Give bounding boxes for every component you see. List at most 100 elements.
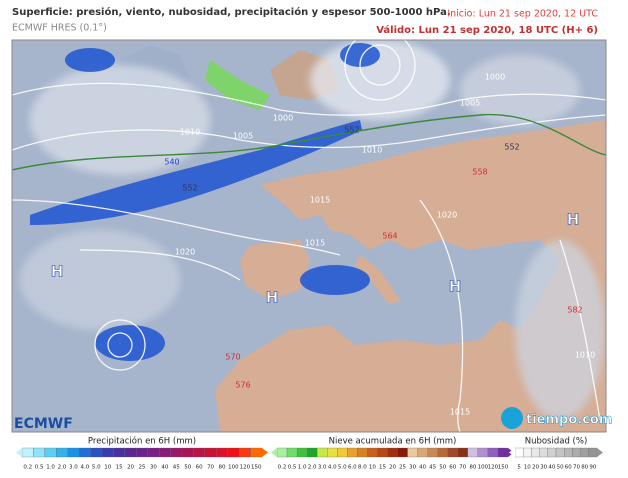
legend-title: Precipitación en 6H (mm): [88, 436, 196, 447]
legend-tick-label: 10: [104, 465, 111, 471]
legend-tick-label: 60: [196, 465, 203, 471]
legend-tick-label: 3.0: [69, 465, 78, 471]
legend-tick-label: 120: [240, 465, 251, 471]
contour-label: 1020: [437, 211, 457, 220]
contour-label: 540: [164, 158, 179, 167]
legend-tick-label: 0.2: [278, 465, 287, 471]
legend-swatch: [514, 447, 524, 458]
contour-label: 1010: [575, 351, 595, 360]
legend-swatch: [377, 447, 388, 458]
legend-swatch: [193, 447, 206, 458]
legend-arrow: [509, 448, 515, 457]
legend-arrow: [597, 448, 603, 457]
legend-tick-label: 60: [449, 465, 456, 471]
legend-swatch: [457, 447, 468, 458]
legend-swatch: [539, 447, 548, 458]
legend-tick-label: 15: [116, 465, 123, 471]
legend-swatch: [477, 447, 489, 458]
legend-swatch: [531, 447, 540, 458]
legend-swatch: [136, 447, 148, 458]
legend-swatch: [317, 447, 328, 458]
legend-swatch: [204, 447, 217, 458]
legend-swatch: [250, 447, 263, 458]
legend-swatch: [286, 447, 298, 458]
legend-swatch: [347, 447, 358, 458]
legend-swatch: [44, 447, 57, 458]
legend-swatch: [367, 447, 378, 458]
model: ECMWF HRES (0.1°): [12, 23, 107, 34]
legend-tick-label: 150: [498, 465, 509, 471]
legend-tick-label: 30: [409, 465, 416, 471]
pressure-center: H: [449, 278, 462, 296]
contour-label: 1000: [273, 114, 293, 123]
legend-tick-label: 25: [139, 465, 146, 471]
contour-label: 576: [235, 381, 250, 390]
legend-title: Nieve acumulada en 6H (mm): [329, 437, 457, 447]
pressure-center: H: [51, 263, 64, 281]
contour-label: 558: [472, 168, 487, 177]
legend-tick-label: 0.5: [35, 465, 44, 471]
contour-label: 552: [344, 126, 359, 135]
legend-tick-label: 50: [184, 465, 191, 471]
legend-swatch: [580, 447, 589, 458]
contour-label: 1020: [175, 248, 195, 257]
legend-tick-label: 5.0: [338, 465, 347, 471]
pressure-center: H: [567, 211, 580, 229]
legend-tick-label: 70: [459, 465, 466, 471]
contour-label: 582: [567, 306, 582, 315]
legend-swatch: [227, 447, 240, 458]
legend-swatch: [564, 447, 573, 458]
legend-swatch: [497, 447, 509, 458]
legend-swatch: [357, 447, 368, 458]
legend-arrow: [271, 448, 277, 457]
legend-swatch: [387, 447, 398, 458]
legend-swatch: [113, 447, 126, 458]
contour-label: 1015: [310, 196, 330, 205]
legend-swatch: [337, 447, 348, 458]
legend-swatch: [296, 447, 308, 458]
legend-title: Nubosidad (%): [525, 437, 588, 447]
legend-swatch: [487, 447, 499, 458]
contour-label: 1010: [180, 128, 200, 137]
legend-tick-label: 2.0: [308, 465, 317, 471]
legend-tick-label: 2.0: [58, 465, 67, 471]
legend-swatch: [124, 447, 137, 458]
legend-swatch: [467, 447, 479, 458]
tiempo-logo: tiempo.com: [526, 413, 612, 428]
legend-swatch: [547, 447, 557, 458]
legend-tick-label: 0.5: [288, 465, 297, 471]
contour-label: 1000: [485, 73, 505, 82]
legend-tick-label: 80: [581, 465, 588, 471]
legend-tick-label: 8.0: [358, 465, 367, 471]
contour-label: 570: [225, 353, 240, 362]
legend-tick-label: 40: [419, 465, 426, 471]
contour-label: 1015: [305, 239, 325, 248]
legend-tick-label: 4.0: [80, 465, 89, 471]
contour-label: 564: [382, 232, 397, 241]
legend-swatch: [21, 447, 34, 458]
contour-label: 1005: [460, 99, 480, 108]
legend-tick-label: 20: [127, 465, 134, 471]
legend-arrow: [262, 448, 268, 457]
contour-label: 1005: [233, 132, 253, 141]
legend-tick-label: 80: [469, 465, 476, 471]
legend-swatch: [397, 447, 408, 458]
legend-swatch: [170, 447, 183, 458]
legend-swatch: [447, 447, 458, 458]
legend-swatch: [101, 447, 114, 458]
legend-swatch: [572, 447, 581, 458]
start-time: Inicio: Lun 21 sep 2020, 12 UTC: [447, 9, 598, 20]
legend-tick-label: 90: [589, 465, 596, 471]
contour-label: 1015: [450, 408, 470, 417]
legend-tick-label: 10: [369, 465, 376, 471]
title: Superficie: presión, viento, nubosidad, …: [12, 6, 451, 18]
legend-tick-label: 40: [161, 465, 168, 471]
legend-swatch: [147, 447, 160, 458]
contour-label: 552: [182, 184, 197, 193]
map: [12, 40, 606, 432]
legend-tick-label: 1.0: [298, 465, 307, 471]
legend-tick-label: 4.0: [328, 465, 337, 471]
legend-tick-label: 80: [219, 465, 226, 471]
